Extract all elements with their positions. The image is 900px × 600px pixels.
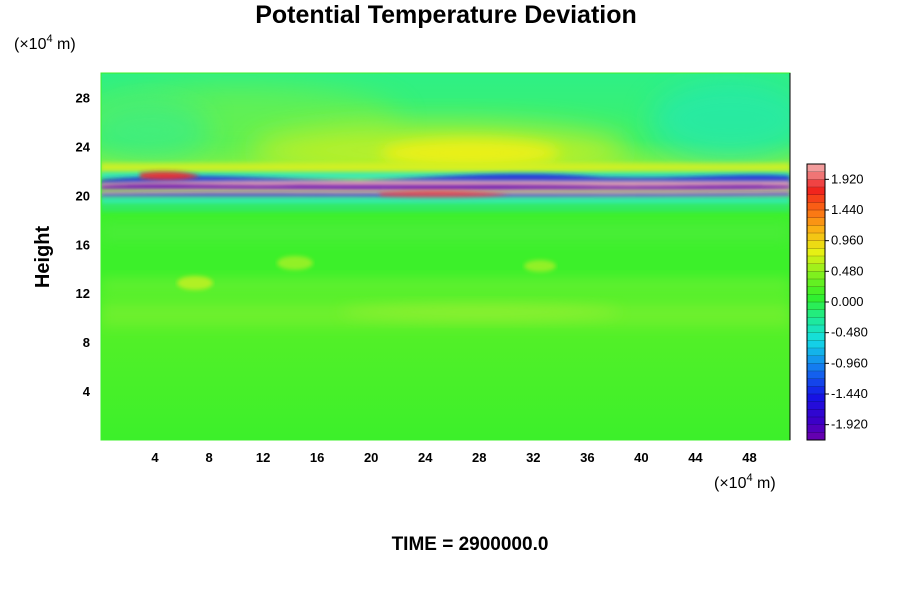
lower-yellow-spot-2 [524, 260, 556, 272]
colorbar-swatch [807, 263, 825, 272]
band-yellow-top [101, 163, 790, 173]
y-tick-label: 4 [83, 384, 91, 399]
colorbar-swatch [807, 217, 825, 226]
y-tick-label: 8 [83, 335, 90, 350]
x-tick-label: 32 [526, 450, 540, 465]
colorbar-tick-label: -0.960 [831, 355, 868, 370]
colorbar-swatch [807, 386, 825, 395]
colorbar-swatch [807, 371, 825, 379]
colorbar-swatch [807, 340, 825, 349]
y-tick-label: 24 [76, 139, 91, 154]
colorbar-swatch [807, 164, 825, 172]
colorbar-tick-label: -0.480 [831, 325, 868, 340]
band-cyan-bottom [101, 197, 790, 205]
colorbar-swatch [807, 279, 825, 287]
upper-cool-patch-left [101, 100, 210, 160]
y-axis-unit: (×104 m) [14, 33, 76, 53]
lower-layer-3-core [340, 304, 620, 320]
colorbar-tick-label: -1.920 [831, 417, 868, 432]
upper-cool-patch-right [650, 80, 790, 160]
lower-layer-2 [101, 278, 790, 294]
colorbar [806, 163, 826, 441]
heatmap-field [101, 73, 790, 440]
band-teal-bottom [101, 204, 790, 212]
colorbar-swatch [807, 417, 825, 425]
colorbar-swatch [807, 202, 825, 211]
colorbar-swatch [807, 432, 825, 441]
y-tick-label: 12 [76, 286, 90, 301]
band-cyan-top [101, 172, 790, 180]
colorbar-swatch [807, 332, 825, 341]
colorbar-swatch [807, 187, 825, 195]
y-tick-label: 28 [76, 90, 90, 105]
colorbar-swatch [807, 179, 825, 188]
x-tick-label: 44 [688, 450, 703, 465]
colorbar-swatch [807, 210, 825, 218]
colorbar-swatch [807, 401, 825, 410]
lower-yellow-spot-1 [277, 256, 313, 270]
colorbar-swatch [807, 240, 825, 249]
colorbar-tick-label: 0.960 [831, 233, 864, 248]
colorbar-swatch [807, 409, 825, 418]
colorbar-tick-label: -1.440 [831, 386, 868, 401]
upper-yellow-core [380, 139, 560, 167]
x-tick-label: 20 [364, 450, 378, 465]
x-tick-label: 16 [310, 450, 324, 465]
y-axis-label: Height [32, 226, 54, 289]
chart-title: Potential Temperature Deviation [255, 1, 637, 29]
x-tick-label: 8 [205, 450, 212, 465]
colorbar-swatch [807, 348, 825, 356]
x-tick-label: 12 [256, 450, 270, 465]
colorbar-swatch [807, 294, 825, 303]
colorbar-tick-label: 0.480 [831, 263, 864, 278]
warm-spot-left [140, 171, 200, 181]
colorbar-ticks: 1.920 1.440 0.960 0.480 0.000 -0.480 -0.960 -1.… [825, 171, 868, 432]
x-axis-unit: (×104 m) [714, 472, 776, 492]
colorbar-swatch [807, 424, 825, 433]
x-tick-label: 40 [634, 450, 648, 465]
colorbar-tick-label: 1.440 [831, 202, 864, 217]
lower-layer-1 [101, 222, 790, 242]
colorbar-swatch [807, 302, 825, 310]
colorbar-swatch [807, 225, 825, 234]
colorbar-swatch [807, 286, 825, 295]
colorbar-swatch [807, 378, 825, 387]
band-purple-core [101, 184, 790, 190]
y-tick-label: 20 [76, 188, 90, 203]
colorbar-tick-label: 1.920 [831, 171, 864, 186]
x-tick-label: 24 [418, 450, 433, 465]
colorbar-swatch [807, 317, 825, 326]
colorbar-swatch [807, 363, 825, 372]
colorbar-swatch [807, 394, 825, 402]
colorbar-swatch [807, 256, 825, 264]
x-tick-label: 4 [151, 450, 159, 465]
x-tick-label: 36 [580, 450, 594, 465]
x-tick-label: 48 [742, 450, 756, 465]
y-tick-label: 16 [76, 237, 90, 252]
lower-yellow-spot-3 [177, 276, 213, 290]
colorbar-swatch [807, 171, 825, 180]
colorbar-swatch [807, 248, 825, 257]
colorbar-swatch [807, 233, 825, 241]
colorbar-swatch [807, 309, 825, 318]
colorbar-swatch [807, 325, 825, 333]
y-ticks: 4 8 12 16 20 24 28 [76, 90, 91, 399]
x-ticks: 4 8 12 16 20 24 28 32 36 40 44 48 [151, 450, 756, 465]
time-annotation: TIME = 2900000.0 [392, 534, 549, 555]
colorbar-swatch [807, 271, 825, 280]
colorbar-swatch [807, 355, 825, 364]
colorbar-tick-label: 0.000 [831, 294, 864, 309]
colorbar-swatch [807, 194, 825, 203]
x-tick-label: 28 [472, 450, 486, 465]
